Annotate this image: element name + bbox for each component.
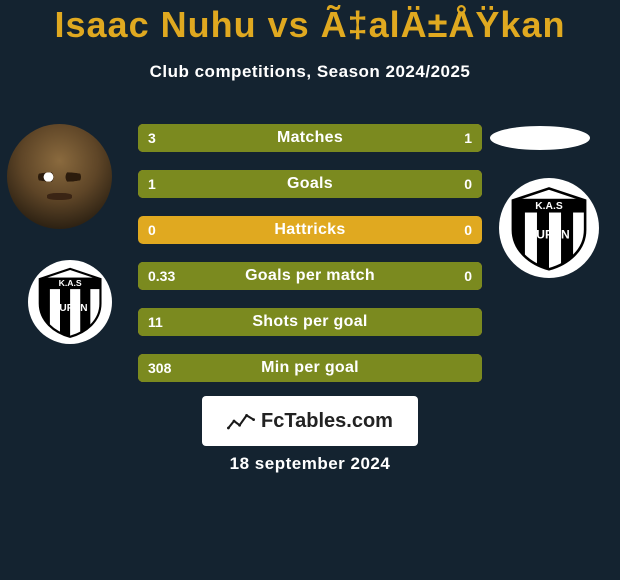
stat-bars: 31Matches 10Goals 00Hattricks 0.330Goals pe… bbox=[138, 124, 482, 400]
stat-row: 11Shots per goal bbox=[138, 308, 482, 336]
svg-text:EUPEN: EUPEN bbox=[53, 303, 88, 314]
fctables-icon bbox=[227, 411, 255, 431]
svg-text:K.A.S: K.A.S bbox=[58, 278, 81, 288]
stat-row: 10Goals bbox=[138, 170, 482, 198]
brand-text: FcTables.com bbox=[261, 410, 393, 433]
subtitle: Club competitions, Season 2024/2025 bbox=[0, 62, 620, 82]
svg-text:EUPEN: EUPEN bbox=[528, 227, 569, 241]
comparison-card: Isaac Nuhu vs Ã‡alÄ±ÅŸkan Club competiti… bbox=[0, 0, 620, 580]
player-right-avatar bbox=[490, 126, 590, 150]
stat-row: 308Min per goal bbox=[138, 354, 482, 382]
shield-icon: K.A.S EUPEN bbox=[28, 260, 112, 344]
date-text: 18 september 2024 bbox=[0, 454, 620, 474]
stat-label: Shots per goal bbox=[138, 308, 482, 336]
page-title: Isaac Nuhu vs Ã‡alÄ±ÅŸkan bbox=[0, 4, 620, 46]
player-left-club-badge: K.A.S EUPEN bbox=[28, 260, 112, 344]
shield-icon: K.A.S EUPEN bbox=[499, 178, 599, 278]
stat-row: 00Hattricks bbox=[138, 216, 482, 244]
stat-label: Matches bbox=[138, 124, 482, 152]
stat-label: Goals per match bbox=[138, 262, 482, 290]
svg-text:K.A.S: K.A.S bbox=[535, 201, 563, 212]
stat-label: Hattricks bbox=[138, 216, 482, 244]
stat-label: Goals bbox=[138, 170, 482, 198]
player-right-club-badge: K.A.S EUPEN bbox=[499, 178, 599, 278]
stat-row: 0.330Goals per match bbox=[138, 262, 482, 290]
face-icon bbox=[7, 124, 112, 229]
stat-label: Min per goal bbox=[138, 354, 482, 382]
brand-box: FcTables.com bbox=[202, 396, 418, 446]
player-left-avatar bbox=[7, 124, 112, 229]
stat-row: 31Matches bbox=[138, 124, 482, 152]
